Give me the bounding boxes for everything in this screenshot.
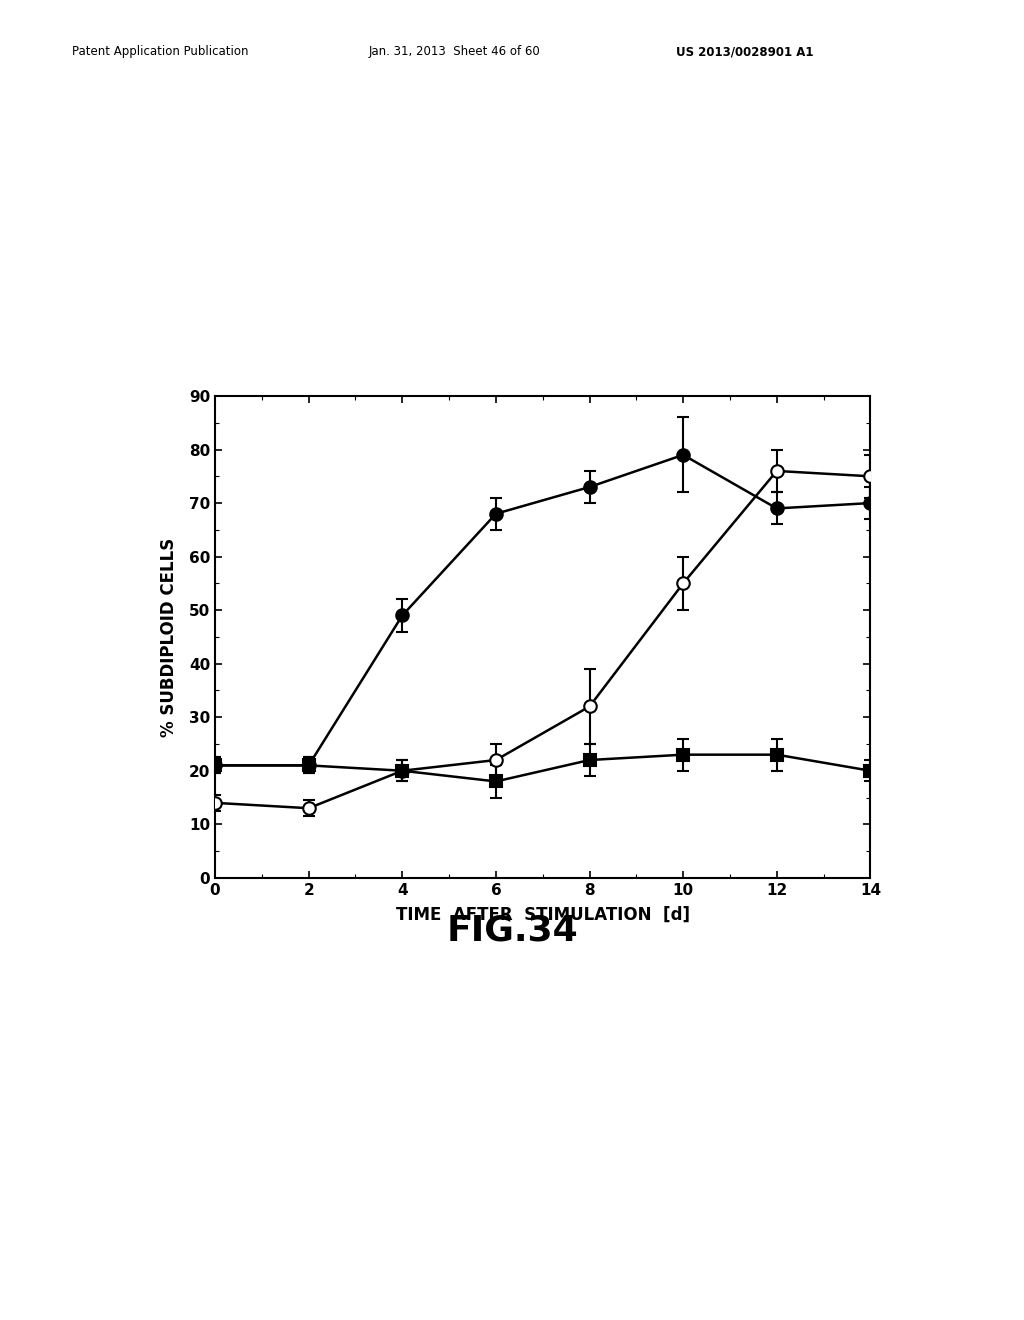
- Text: US 2013/0028901 A1: US 2013/0028901 A1: [676, 45, 813, 58]
- Text: Patent Application Publication: Patent Application Publication: [72, 45, 248, 58]
- Text: Jan. 31, 2013  Sheet 46 of 60: Jan. 31, 2013 Sheet 46 of 60: [369, 45, 541, 58]
- Text: FIG.34: FIG.34: [446, 913, 578, 948]
- Y-axis label: % SUBDIPLOID CELLS: % SUBDIPLOID CELLS: [160, 537, 178, 737]
- X-axis label: TIME  AFTER  STIMULATION  [d]: TIME AFTER STIMULATION [d]: [395, 906, 690, 924]
